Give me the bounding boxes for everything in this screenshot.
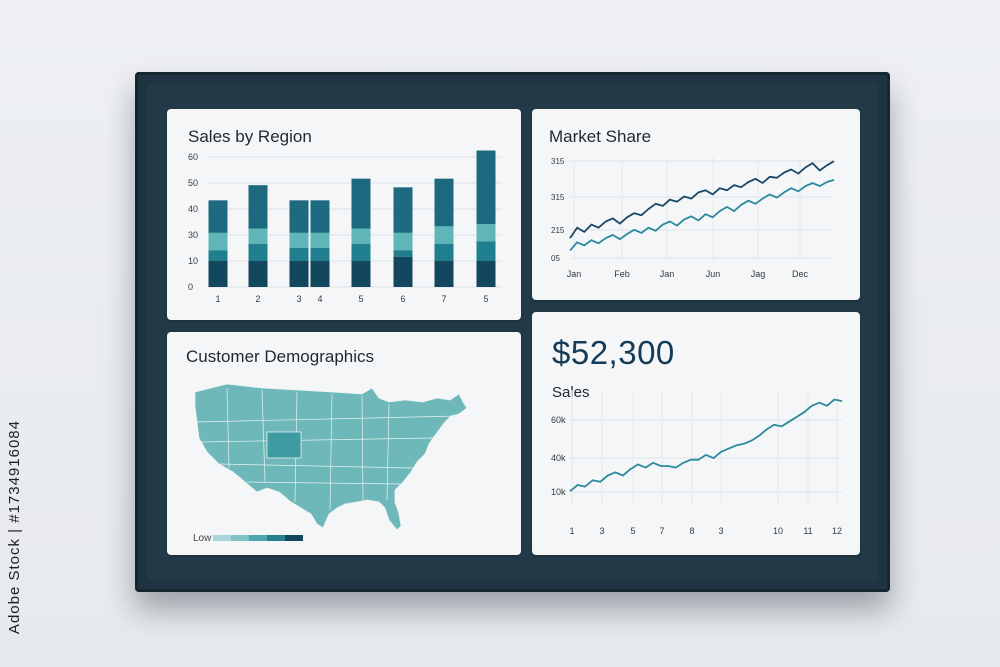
- y-tick-label: 10: [188, 256, 198, 266]
- bar-segment: [289, 232, 309, 248]
- bar-segment: [248, 228, 268, 244]
- bar-segment: [351, 261, 371, 287]
- x-tick-label: Dec: [792, 269, 809, 279]
- y-tick-label: 05: [551, 254, 560, 263]
- x-tick-label: Jan: [660, 269, 675, 279]
- series-line: [569, 160, 835, 239]
- us-map: Low: [193, 383, 468, 544]
- state-borders: [196, 387, 458, 511]
- legend-scale: [213, 535, 303, 541]
- market-share-panel: Market Share 315 315 215 05 Jan Feb Jan Jun Jag D…: [532, 109, 860, 300]
- bar-segment: [310, 232, 330, 248]
- bar-segment: [434, 178, 454, 227]
- sales-kpi-panel: $52,300 Sales 60k 40k 10k 1 3 5 7 8 3 10 11 12: [532, 312, 860, 555]
- legend-low-label: Low: [193, 533, 212, 544]
- y-tick-label: 215: [551, 226, 565, 235]
- sales-line-chart: 60k 40k 10k 1 3 5 7 8 3 10 11 12: [551, 390, 843, 536]
- x-tick-label: 5: [483, 294, 488, 304]
- bar-segment: [289, 200, 309, 233]
- x-tick-label: Jun: [706, 269, 721, 279]
- panel-title: Sales by Region: [188, 127, 312, 146]
- x-tick-label: 2: [255, 294, 260, 304]
- bar-segment: [208, 232, 228, 251]
- bar-segment: [248, 243, 268, 261]
- sales-by-region-panel: Sales by Region 60 50 40 30 10 0 1 2 3 4 5 6 7 5: [167, 109, 521, 320]
- x-tick-label: 3: [296, 294, 301, 304]
- x-tick-label: 12: [832, 526, 842, 536]
- x-tick-label: 4: [317, 294, 322, 304]
- market-share-chart: 315 315 215 05 Jan Feb Jan Jun Jag Dec: [551, 157, 835, 279]
- kpi-label: Sales: [552, 384, 590, 401]
- bar-chart: 60 50 40 30 10 0 1 2 3 4 5 6 7 5: [188, 150, 502, 304]
- bar-segment: [248, 261, 268, 287]
- legend-swatch: [231, 535, 249, 541]
- y-tick-label: 0: [188, 282, 193, 292]
- panel-title: Customer Demographics: [186, 347, 375, 366]
- y-tick-label: 315: [551, 157, 565, 166]
- bar-segment: [393, 232, 413, 251]
- customer-demographics-panel: Customer Demographics Low: [167, 332, 521, 555]
- series-line: [569, 179, 835, 252]
- y-tick-label: 315: [551, 193, 565, 202]
- bar-segment: [208, 261, 228, 287]
- series-line: [569, 398, 843, 492]
- legend-swatch: [285, 535, 303, 541]
- bar-segment: [208, 250, 228, 261]
- bar-segment: [310, 200, 330, 233]
- y-tick-label: 30: [188, 230, 198, 240]
- bar-segment: [434, 243, 454, 261]
- x-tick-label: 1: [215, 294, 220, 304]
- bar-segment: [476, 150, 496, 225]
- bar-segment: [434, 226, 454, 244]
- legend-swatch: [249, 535, 267, 541]
- y-tick-label: 40k: [551, 453, 566, 463]
- x-tick-label: Feb: [614, 269, 630, 279]
- bar-segment: [393, 256, 413, 287]
- kpi-value: $52,300: [552, 334, 675, 371]
- y-tick-label: 60: [188, 152, 198, 162]
- bar-segment: [289, 248, 309, 261]
- bar-segment: [208, 200, 228, 233]
- bar-segment: [476, 261, 496, 287]
- bar-segment: [351, 178, 371, 229]
- panel-title: Market Share: [549, 127, 652, 146]
- x-tick-label: 3: [599, 526, 604, 536]
- bar-segment: [476, 241, 496, 261]
- y-tick-label: 10k: [551, 487, 566, 497]
- bar-segment: [351, 243, 371, 261]
- legend-swatch: [213, 535, 231, 541]
- bar-segment: [434, 261, 454, 287]
- bar-segment: [310, 261, 330, 287]
- x-tick-label: 7: [441, 294, 446, 304]
- bar-segment: [476, 224, 496, 242]
- x-tick-label: 5: [630, 526, 635, 536]
- bar-segment: [393, 187, 413, 233]
- x-tick-label: Jag: [751, 269, 766, 279]
- bar-segment: [393, 250, 413, 257]
- x-tick-label: 8: [689, 526, 694, 536]
- watermark: Adobe Stock | #1734916084: [6, 420, 23, 635]
- x-tick-label: 10: [773, 526, 783, 536]
- y-tick-label: 40: [188, 204, 198, 214]
- bar-segment: [289, 261, 309, 287]
- x-tick-label: Jan: [567, 269, 582, 279]
- legend-swatch: [267, 535, 285, 541]
- x-tick-label: 6: [400, 294, 405, 304]
- x-tick-label: 11: [803, 526, 812, 536]
- y-tick-label: 60k: [551, 415, 566, 425]
- x-tick-label: 3: [718, 526, 723, 536]
- x-tick-label: 7: [659, 526, 664, 536]
- bar-segment: [351, 228, 371, 244]
- highlighted-state: [266, 431, 302, 459]
- bar-segment: [310, 248, 330, 261]
- x-tick-label: 5: [358, 294, 363, 304]
- x-tick-label: 1: [569, 526, 574, 536]
- bar-segment: [248, 185, 268, 229]
- y-tick-label: 50: [188, 178, 198, 188]
